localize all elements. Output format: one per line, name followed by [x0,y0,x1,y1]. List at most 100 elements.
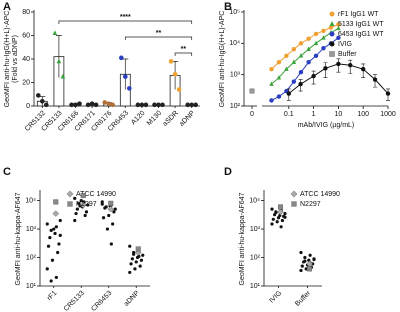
data-point [111,222,115,226]
y-tick-label: 20 [22,79,30,86]
legend-marker [291,201,297,207]
data-point [127,86,132,91]
y-axis-title: GeoMFI anti-hu-IgG(H+L)-APC [219,11,226,108]
legend-label: N2297 [76,201,97,208]
data-point [311,73,316,79]
y-tick-label: 10³ [250,226,261,233]
data-point [36,93,41,98]
data-point [321,45,326,51]
legend-label: 5133 IgG1 WT [338,21,384,28]
data-point [58,233,62,237]
y-axis-title: GeoMFI anti-hu-kappa-AF647 [15,192,22,285]
data-point [135,102,141,108]
x-tick-label: 1000 [380,111,396,118]
panel-label: D [224,166,232,178]
data-point [112,210,116,214]
x-axis-title: mAb/IVIG (µg/mL) [298,122,355,129]
data-point [113,207,117,211]
data-point [306,46,311,51]
data-point [385,91,391,96]
data-point [313,53,319,59]
legend-label: ATCC 14990 [300,191,340,198]
data-point [336,22,341,27]
data-point [89,101,95,106]
significance-label: ** [181,46,187,53]
significance-label: ** [156,30,162,37]
x-tick-label: Buffer [294,289,313,308]
reference-point [108,200,114,206]
data-point [303,259,307,263]
data-point [139,258,144,262]
y-tick-label: 10² [26,254,37,261]
y-tick-label: 0 [26,103,30,110]
data-point [54,225,58,229]
data-point [283,215,287,219]
data-point [328,25,334,30]
data-point [69,102,74,108]
data-point [308,253,312,257]
series-line [271,37,339,101]
data-point [321,35,326,40]
data-point [56,250,60,255]
y-axis-title: GeoMFI anti-hu-IgG(H+L)-APC [4,11,11,108]
data-point [58,218,62,223]
data-point [101,216,106,220]
data-point [372,77,378,82]
legend-label: 6453 IgG1 WT [338,31,384,38]
panel-label: C [3,166,11,178]
significance-bracket [174,52,193,56]
x-tick-label: 0 [250,111,254,118]
legend-marker [329,11,335,17]
significance-bracket [58,20,193,24]
y-tick-label: 10⁴ [229,40,240,47]
data-point [48,236,52,240]
data-point [306,59,311,65]
data-point [73,218,77,223]
data-point [83,213,87,218]
legend-label: rF1 IgG1 WT [338,11,379,18]
reference-point [52,210,60,217]
reference-point [278,204,284,210]
x-tick-label: A120 [130,110,147,127]
data-point [73,196,77,200]
data-point [361,66,366,72]
data-point [85,102,91,108]
data-point [50,258,55,262]
data-point [133,267,137,271]
reference-point [277,208,284,216]
legend-marker [329,31,335,37]
y-tick-label: 80 [22,9,30,16]
data-point [102,100,107,105]
data-point [109,242,113,246]
reference-point [135,246,141,252]
error-bar [122,58,129,90]
data-point [74,211,78,216]
series-line [271,27,339,85]
data-point [299,250,303,255]
data-point [172,71,178,77]
data-point [185,102,190,108]
data-point [284,66,289,71]
data-point [249,88,255,94]
legend-marker [329,41,335,47]
data-point [279,225,283,229]
data-point [276,75,282,80]
panel-label: A [3,1,11,13]
y-axis-title: (Fold vs aDNP) [12,35,19,83]
series-line [271,24,339,70]
x-tick-label: rF1 [46,290,58,302]
data-point [123,74,128,79]
y-tick-label: 10⁵ [229,9,240,16]
data-point [49,228,53,232]
x-tick-label: aDNP [123,290,141,308]
data-point [53,231,57,236]
data-point [107,213,111,218]
y-tick-label: 10¹ [26,283,37,290]
data-point [275,220,279,224]
data-point [156,102,161,108]
data-point [298,81,303,87]
data-point [269,81,274,86]
significance-label: **** [120,14,131,21]
data-point [168,59,174,64]
x-tick-label: 1 [312,111,316,118]
